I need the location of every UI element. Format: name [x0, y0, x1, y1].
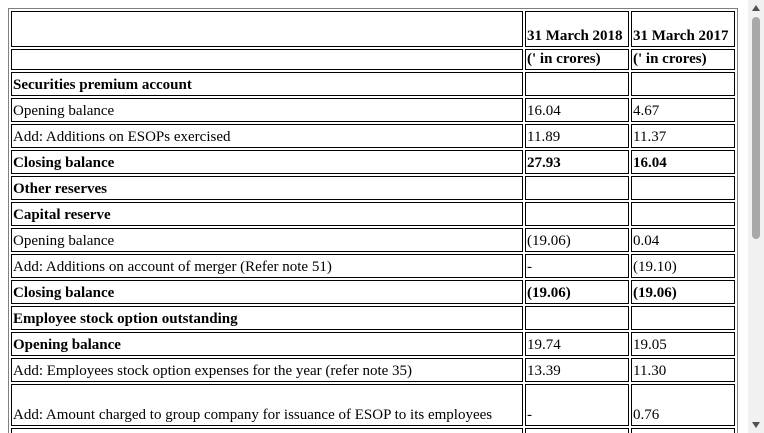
unit-label-cell: [11, 49, 523, 70]
value-2018: [525, 306, 629, 330]
value-2017: [631, 202, 735, 226]
header-2018: 31 March 2018: [525, 11, 629, 47]
table-row: Add: Additions on ESOPs exercised 11.89 11…: [11, 124, 735, 148]
unit-2018: (' in crores): [525, 49, 629, 70]
row-label: Add: Additions on account of merger (Ref…: [11, 254, 523, 278]
row-label: Closing balance: [11, 150, 523, 174]
header-label-cell: [11, 11, 523, 47]
row-label: Other reserves: [11, 176, 523, 200]
table-row: Securities premium account: [11, 72, 735, 96]
value-2017: [631, 306, 735, 330]
header-row: 31 March 2018 31 March 2017: [11, 11, 735, 47]
table-row: Employee stock option outstanding: [11, 306, 735, 330]
value-2018: (19.06): [525, 228, 629, 252]
unit-row: (' in crores) (' in crores): [11, 49, 735, 70]
value-2018: [525, 72, 629, 96]
value-2017: 16.04: [631, 150, 735, 174]
value-2018: -: [525, 384, 629, 426]
reserves-table: 31 March 2018 31 March 2017 (' in crores…: [8, 8, 738, 433]
value-2017: 0.76: [631, 384, 735, 426]
value-2017: 11.37: [631, 124, 735, 148]
header-2017: 31 March 2017: [631, 11, 735, 47]
value-2017: (19.10): [631, 254, 735, 278]
value-2017: (19.06): [631, 280, 735, 304]
table-row: Less: Transferred to Securities premium …: [11, 428, 735, 433]
value-2018: 27.93: [525, 150, 629, 174]
value-2017: [631, 176, 735, 200]
document-viewport: 31 March 2018 31 March 2017 (' in crores…: [8, 8, 738, 433]
value-2017: 19.05: [631, 332, 735, 356]
row-label: Employee stock option outstanding: [11, 306, 523, 330]
value-2017: 4.67: [631, 98, 735, 122]
row-label: Add: Amount charged to group company for…: [11, 384, 523, 426]
table-row: Capital reserve: [11, 202, 735, 226]
row-label: Add: Additions on ESOPs exercised: [11, 124, 523, 148]
scroll-down-arrow-icon[interactable]: [748, 417, 764, 433]
vertical-scrollbar[interactable]: [748, 0, 764, 433]
value-2017: (11.37): [631, 428, 735, 433]
table-row: Opening balance 19.74 19.05: [11, 332, 735, 356]
value-2017: 0.04: [631, 228, 735, 252]
unit-2017: (' in crores): [631, 49, 735, 70]
row-label: Less: Transferred to Securities premium …: [11, 428, 523, 433]
table-row: Closing balance (19.06) (19.06): [11, 280, 735, 304]
table-row: Opening balance 16.04 4.67: [11, 98, 735, 122]
value-2018: 16.04: [525, 98, 629, 122]
value-2018: [525, 202, 629, 226]
value-2018: (11.89): [525, 428, 629, 433]
value-2018: -: [525, 254, 629, 278]
value-2018: 13.39: [525, 358, 629, 382]
table-row: Add: Amount charged to group company for…: [11, 384, 735, 426]
value-2018: 11.89: [525, 124, 629, 148]
row-label: Opening balance: [11, 98, 523, 122]
table-row: Add: Additions on account of merger (Ref…: [11, 254, 735, 278]
row-label: Opening balance: [11, 332, 523, 356]
row-label: Capital reserve: [11, 202, 523, 226]
table-row: Opening balance (19.06) 0.04: [11, 228, 735, 252]
value-2018: [525, 176, 629, 200]
value-2017: [631, 72, 735, 96]
row-label: Closing balance: [11, 280, 523, 304]
value-2018: 19.74: [525, 332, 629, 356]
row-label: Opening balance: [11, 228, 523, 252]
table-row: Closing balance 27.93 16.04: [11, 150, 735, 174]
table-row: Other reserves: [11, 176, 735, 200]
value-2017: 11.30: [631, 358, 735, 382]
scrollbar-thumb[interactable]: [752, 17, 760, 239]
table-row: Add: Employees stock option expenses for…: [11, 358, 735, 382]
scroll-up-arrow-icon[interactable]: [748, 0, 764, 16]
value-2018: (19.06): [525, 280, 629, 304]
row-label: Add: Employees stock option expenses for…: [11, 358, 523, 382]
row-label: Securities premium account: [11, 72, 523, 96]
